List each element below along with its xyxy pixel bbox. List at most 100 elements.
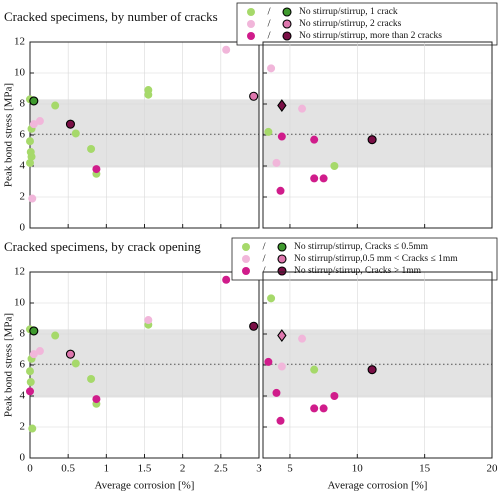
legend-separator: / (262, 241, 266, 253)
marker (249, 91, 259, 101)
x-tick-label: 1.5 (138, 463, 152, 475)
legend-marker (247, 32, 255, 40)
marker (277, 132, 286, 141)
axes-frame (29, 41, 260, 229)
marker (310, 404, 319, 413)
marker (310, 174, 319, 183)
y-tick-label: 6 (20, 359, 26, 371)
marker (222, 275, 231, 284)
y-tick-label: 10 (14, 297, 26, 309)
marker (272, 388, 281, 397)
marker (71, 359, 80, 368)
marker (144, 316, 153, 325)
x-tick-label: 10 (352, 463, 364, 475)
marker (330, 392, 339, 400)
marker (277, 99, 287, 112)
y-tick-label: 0 (20, 452, 26, 464)
legend-marker (242, 267, 250, 275)
marker (310, 365, 319, 374)
y-tick-label: 8 (20, 328, 26, 340)
marker (267, 64, 276, 73)
marker (35, 347, 44, 356)
marker (264, 127, 273, 136)
legend-marker (277, 266, 287, 276)
marker (144, 90, 153, 99)
axes-frame (262, 41, 493, 229)
marker (367, 135, 377, 145)
x-axis-label: Average corrosion [%] (95, 480, 195, 492)
legend-separator: / (267, 18, 271, 30)
legend-box (231, 237, 498, 281)
legend-marker (282, 31, 292, 41)
legend-label: No stirrup/stirrup, Cracks ≤ 0.5mm (294, 242, 429, 252)
legend-label: No stirrup/stirrup, 2 cracks (299, 19, 402, 29)
y-tick-label: 8 (20, 98, 26, 110)
y-axis-label: Peak bond stress [MPa] (3, 313, 15, 417)
y-tick-label: 6 (20, 129, 26, 141)
y-tick-label: 10 (14, 67, 26, 79)
marker (26, 158, 34, 167)
marker (29, 326, 39, 336)
legend-label: No stirrup/stirrup,0.5 mm < Cracks ≤ 1mm (294, 254, 458, 264)
marker (277, 329, 287, 342)
marker (298, 334, 307, 343)
marker (276, 186, 285, 195)
legend-marker (247, 20, 255, 28)
chart-title: Cracked specimens, by crack opening (4, 239, 201, 254)
marker (71, 129, 80, 138)
marker (65, 119, 76, 129)
x-tick-label: 3 (256, 463, 262, 475)
legend-marker (247, 8, 255, 16)
axes-frame (29, 271, 260, 459)
legend-separator: / (267, 30, 271, 42)
x-tick-label: 0 (27, 463, 33, 475)
legend-separator: / (267, 6, 271, 18)
marker (330, 162, 339, 170)
marker (277, 362, 286, 371)
legend-marker (277, 254, 287, 264)
marker (29, 120, 38, 129)
legend-marker (242, 243, 250, 251)
x-tick-label: 1 (104, 463, 110, 475)
marker (35, 117, 44, 126)
x-tick-label: 2 (180, 463, 186, 475)
legend-box (236, 2, 498, 46)
legend-label: No stirrup/stirrup, more than 2 cracks (299, 31, 442, 41)
marker (276, 416, 285, 425)
legend-separator: / (262, 253, 266, 265)
shaded-band (263, 99, 492, 168)
axes-frame (262, 271, 493, 459)
marker (92, 165, 101, 174)
marker (222, 45, 231, 54)
marker (65, 349, 76, 359)
marker (298, 104, 307, 113)
x-tick-label: 5 (287, 463, 293, 475)
x-tick-label: 20 (487, 463, 499, 475)
legend-label: No stirrup/stirrup, Cracks > 1mm (294, 266, 422, 276)
y-tick-label: 2 (20, 421, 26, 433)
marker (272, 158, 281, 167)
marker (267, 294, 276, 303)
y-tick-label: 4 (20, 390, 26, 402)
marker (310, 135, 319, 144)
legend-marker (242, 255, 250, 263)
y-tick-label: 2 (20, 191, 26, 203)
legend-marker (277, 242, 287, 252)
marker (29, 96, 39, 106)
chart-title: Cracked specimens, by number of cracks (4, 9, 218, 24)
marker (264, 357, 273, 366)
marker (51, 331, 60, 340)
marker (87, 144, 96, 153)
y-tick-label: 12 (14, 266, 25, 278)
marker (26, 387, 34, 396)
y-axis-label: Peak bond stress [MPa] (3, 83, 15, 187)
x-tick-label: 2.5 (214, 463, 228, 475)
y-tick-label: 4 (20, 160, 26, 172)
marker (319, 404, 328, 413)
marker (87, 374, 96, 383)
y-tick-label: 0 (20, 222, 26, 234)
marker (367, 365, 377, 375)
x-tick-label: 0.5 (61, 463, 75, 475)
marker (319, 174, 328, 183)
